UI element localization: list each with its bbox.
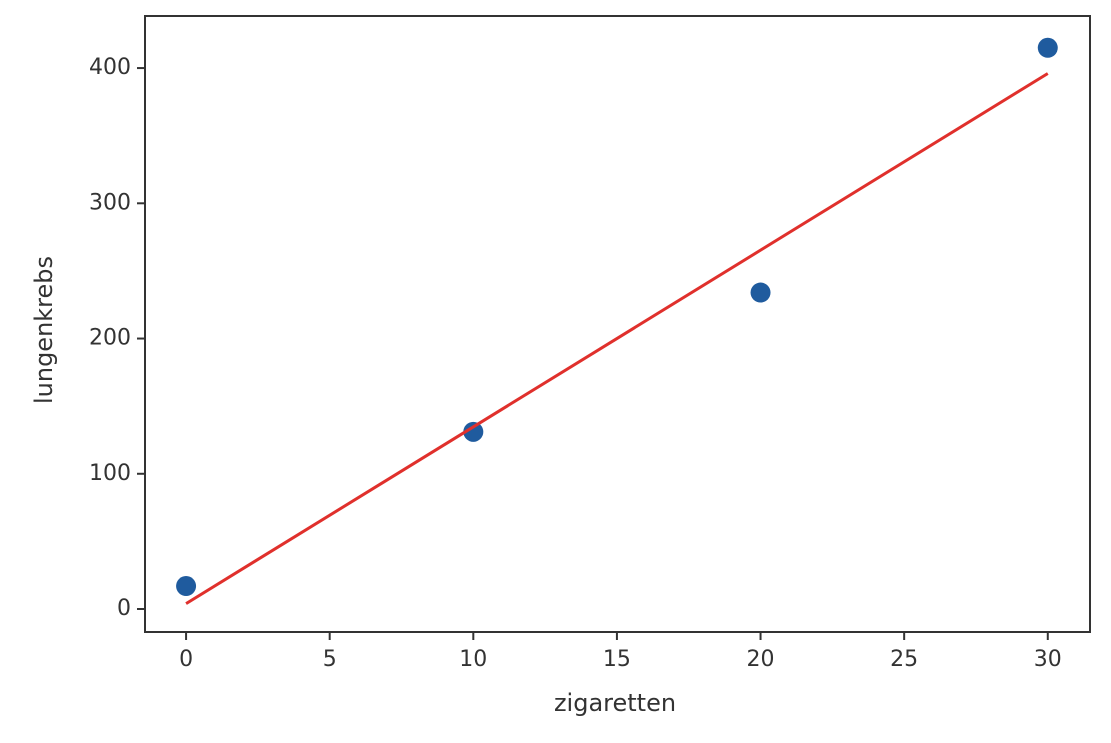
x-tick-label: 25 (890, 647, 918, 672)
x-tick-label: 0 (179, 647, 193, 672)
point (750, 282, 771, 303)
point (463, 421, 484, 442)
x-axis-title: zigaretten (554, 689, 676, 717)
y-tick-label: 300 (89, 190, 131, 215)
y-tick-label: 400 (89, 55, 131, 80)
y-tick-label: 0 (117, 596, 131, 621)
x-tick-label: 10 (459, 647, 487, 672)
x-tick-label: 30 (1034, 647, 1062, 672)
x-tick-label: 5 (323, 647, 337, 672)
fit-line (185, 72, 1049, 605)
y-tick-label: 100 (89, 461, 131, 486)
x-tick-label: 20 (747, 647, 775, 672)
x-tick-label: 15 (603, 647, 631, 672)
point (1037, 37, 1058, 58)
point (176, 576, 197, 597)
y-tick-label: 200 (89, 326, 131, 351)
plot-frame (144, 15, 1091, 633)
y-axis-title: lungenkrebs (30, 256, 58, 404)
